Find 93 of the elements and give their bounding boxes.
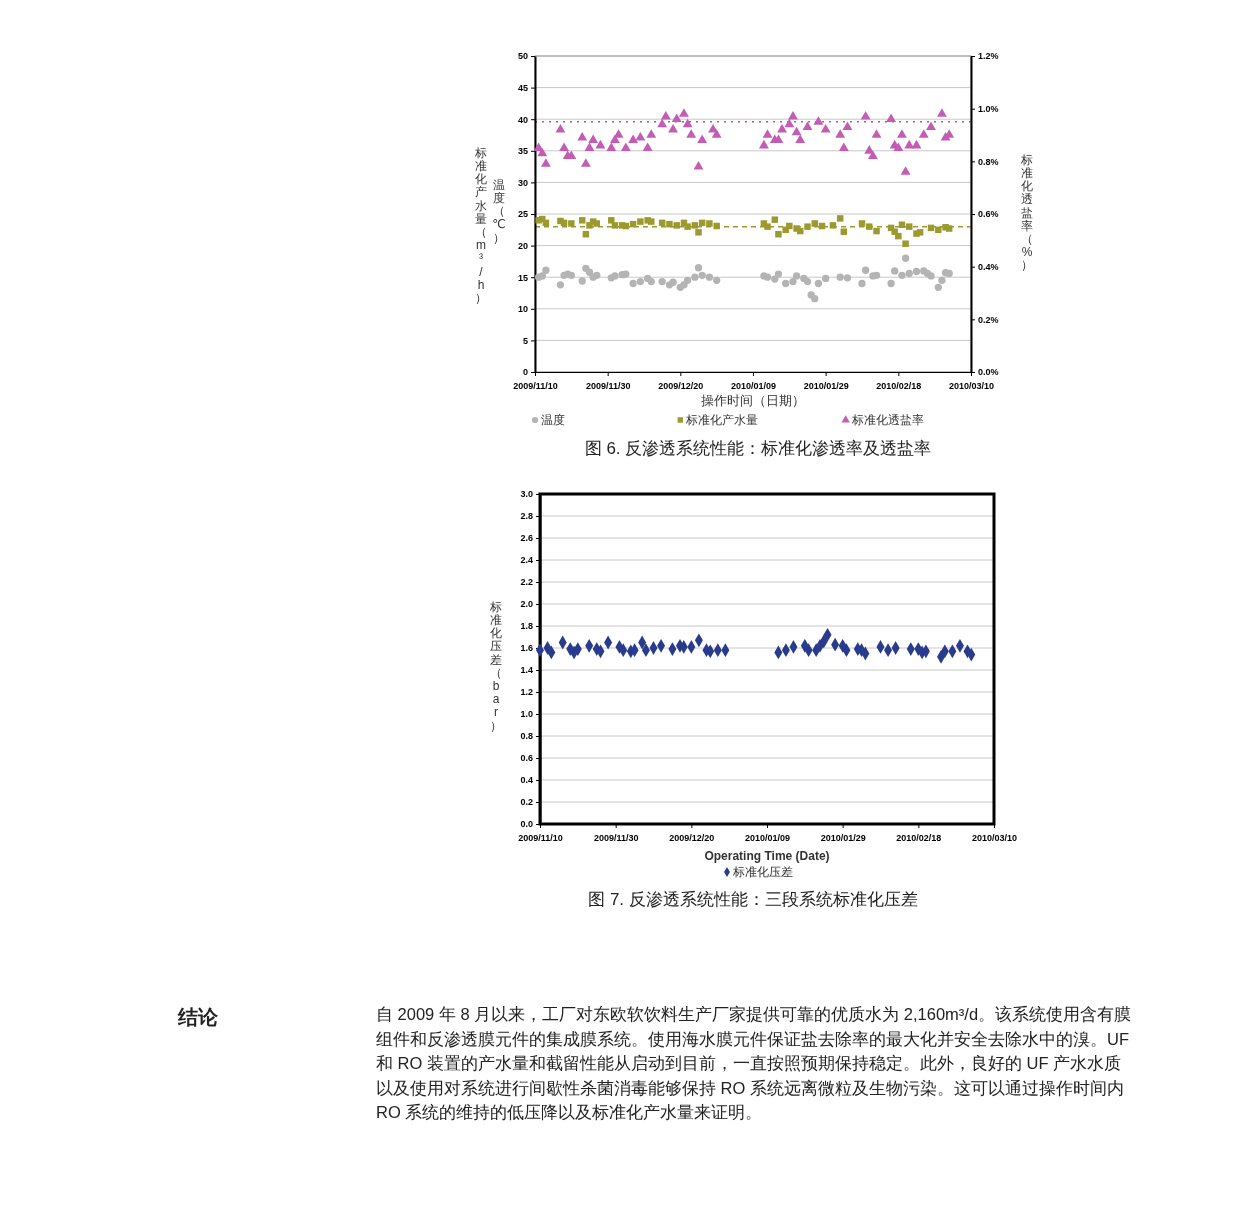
- x-tick-label: 2009/11/30: [585, 380, 631, 391]
- point: [568, 220, 575, 227]
- point: [786, 222, 793, 230]
- point: [902, 240, 909, 247]
- legend-label: 标准化压差: [732, 865, 793, 879]
- text: 自 2009 年 8 月以来，工厂对东欧软饮料生产厂家提供可靠的优质水为 2,160m³/d。该系统使用含有膜组件和反渗透膜元件的集成膜系统。使用海水膜元件保证盐去除率的最大化并安全去除水中的溴。UF 和 RO 装置的产水量和截留性能从启动到目前，一直按照预期保持稳定。此外，良好的 UF 产水水质以及使用对系统进行间歇性杀菌消毒能够保持 RO 系统远离微粒及生物污染。这可以通过操作时间内 RO 系统的维持的低压降以及标准化产水量来证明。: [376, 1004, 1132, 1124]
- point: [706, 220, 713, 227]
- legend-label: 温度: [541, 413, 565, 427]
- y-tick-label: 1.4: [520, 665, 533, 676]
- text: 标准化压差（bar）: [490, 599, 502, 733]
- y-tick-label: 50: [517, 51, 528, 62]
- x-tick-label: 2010/02/18: [876, 380, 922, 391]
- x-tick-label: 2009/11/30: [593, 832, 639, 843]
- point: [578, 217, 586, 224]
- y-tick-label: 5: [522, 335, 528, 346]
- point: [858, 220, 866, 227]
- point: [945, 225, 953, 232]
- x-tick-label: 2009/12/20: [669, 832, 715, 843]
- point: [905, 223, 913, 230]
- point: [916, 229, 924, 236]
- y2-tick-label: 1.0%: [978, 104, 999, 115]
- point: [935, 226, 942, 234]
- y-tick-label: 45: [517, 82, 528, 93]
- y2-tick-label: 0.4%: [978, 262, 999, 273]
- point: [593, 220, 601, 227]
- x-tick-label: 2010/01/09: [730, 380, 777, 391]
- y-tick-label: 1.6: [520, 643, 533, 654]
- point: [764, 223, 771, 230]
- y-tick-label: 15: [517, 272, 528, 283]
- point: [691, 222, 699, 229]
- y-tick-label: 1.0: [520, 709, 533, 720]
- legend-label: 标准化透盐率: [850, 413, 924, 427]
- x-axis-title: Operating Time (Date): [704, 849, 830, 863]
- y-tick-label: 0: [522, 367, 528, 378]
- x-tick-label: 2009/11/10: [513, 380, 558, 391]
- caption: 图 6. 反渗透系统性能：标准化渗透率及透盐率: [584, 439, 932, 458]
- point: [684, 223, 691, 230]
- point: [713, 222, 720, 230]
- text: 标准化产水量（m³/h）: [475, 145, 487, 305]
- point: [611, 222, 619, 229]
- y-tick-label: 40: [517, 114, 528, 125]
- y-tick-label: 35: [517, 146, 528, 157]
- x-tick-label: 2010/01/29: [820, 832, 866, 843]
- y-tick-label: 25: [517, 209, 528, 220]
- point: [811, 220, 819, 227]
- x-tick-label: 2009/11/10: [518, 832, 563, 843]
- y2-tick-label: 0.8%: [978, 156, 999, 167]
- point: [695, 229, 702, 236]
- x-axis-title: 操作时间（日期）: [701, 393, 805, 408]
- y-tick-label: 0.2: [520, 797, 533, 808]
- point: [873, 227, 880, 235]
- x-tick-label: 2010/01/09: [744, 832, 791, 843]
- point: [648, 218, 655, 225]
- x-tick-label: 2009/12/20: [658, 380, 704, 391]
- y2-tick-label: 0.6%: [978, 209, 999, 220]
- x-tick-label: 2010/03/10: [948, 380, 995, 391]
- point: [895, 232, 902, 240]
- y-tick-label: 1.2: [520, 687, 533, 698]
- y-tick-label: 0.0: [520, 819, 533, 830]
- y2-tick-label: 0.0%: [978, 367, 999, 378]
- y-tick-label: 2.4: [520, 555, 533, 566]
- point: [673, 222, 680, 229]
- text: 结论: [177, 1006, 219, 1028]
- y-tick-label: 0.6: [520, 753, 533, 764]
- point: [666, 220, 673, 228]
- y2-tick-label: 1.2%: [978, 51, 999, 62]
- point: [637, 218, 644, 225]
- point: [771, 216, 779, 223]
- x-tick-label: 2010/02/18: [896, 832, 942, 843]
- y-tick-label: 2.2: [520, 577, 533, 588]
- legend-label: 标准化产水量: [685, 413, 759, 427]
- x-tick-label: 2010/01/29: [803, 380, 849, 391]
- y-tick-label: 10: [517, 304, 528, 315]
- y-tick-label: 1.8: [520, 621, 533, 632]
- y-tick-label: 2.8: [520, 511, 533, 522]
- x-tick-label: 2010/03/10: [971, 832, 1018, 843]
- y-tick-label: 20: [517, 240, 528, 251]
- text: 标准化透盐率（%）: [1021, 152, 1033, 273]
- y-tick-label: 0.4: [520, 775, 533, 786]
- point: [866, 223, 873, 230]
- point: [804, 223, 811, 230]
- point: [775, 230, 782, 238]
- y-tick-label: 2.0: [520, 599, 533, 610]
- text: 温度（℃）: [492, 177, 506, 245]
- y-tick-label: 2.6: [520, 533, 533, 544]
- point: [840, 228, 848, 235]
- point: [829, 222, 837, 229]
- y-tick-label: 3.0: [520, 489, 533, 500]
- y2-tick-label: 0.2%: [978, 314, 999, 325]
- caption: 图 7. 反渗透系统性能：三段系统标准化压差: [588, 890, 918, 909]
- point: [836, 215, 844, 222]
- y-tick-label: 30: [517, 177, 528, 188]
- y-tick-label: 0.8: [520, 731, 533, 742]
